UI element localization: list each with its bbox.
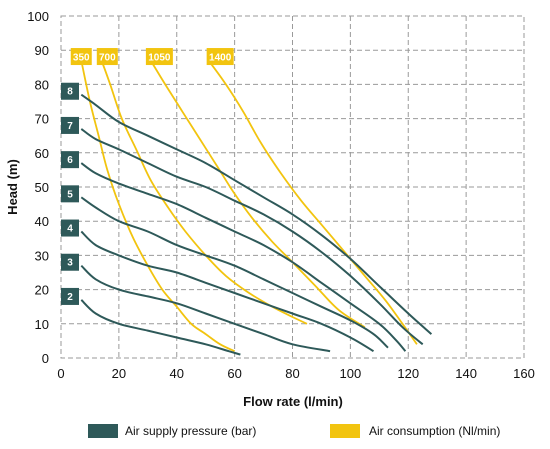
pressure-badges: 2 3 4 5 6 7 8 (61, 82, 79, 305)
pressure-badge-8 (61, 82, 79, 100)
x-tick-label: 140 (455, 366, 477, 381)
y-tick-label: 80 (35, 77, 49, 92)
x-tick-label: 100 (340, 366, 362, 381)
pressure-badge-label: 3 (67, 258, 73, 269)
consumption-badge-label: 1050 (148, 53, 171, 64)
x-tick-label: 160 (513, 366, 535, 381)
legend-consumption-swatch (330, 424, 360, 438)
pressure-curve-5 (80, 196, 389, 349)
pressure-curve-4 (80, 230, 375, 353)
pressure-badge-label: 7 (67, 121, 73, 132)
x-axis-title: Flow rate (l/min) (243, 394, 343, 409)
x-tick-label: 40 (170, 366, 184, 381)
pressure-curve-7 (80, 128, 424, 346)
pressure-badge-6 (61, 151, 79, 169)
y-tick-label: 10 (35, 317, 49, 332)
consumption-badge-label: 1400 (209, 53, 232, 64)
air-consumption-curves (80, 59, 418, 353)
grid (61, 16, 524, 358)
x-tick-label: 80 (285, 366, 299, 381)
pressure-curve-3 (80, 264, 331, 353)
consumption-badge-1400 (206, 48, 234, 66)
legend-pressure-swatch (88, 424, 118, 438)
pressure-badge-label: 6 (67, 155, 73, 166)
consumption-badge-1050 (145, 48, 173, 66)
y-tick-label: 60 (35, 146, 49, 161)
y-tick-label: 40 (35, 214, 49, 229)
pressure-badge-7 (61, 116, 79, 134)
consumption-badge-350 (70, 48, 92, 66)
x-tick-label: 0 (57, 366, 64, 381)
plot-frame (60, 15, 525, 359)
pressure-badge-label: 4 (67, 224, 73, 235)
legend-pressure-label: Air supply pressure (bar) (125, 424, 256, 438)
y-axis-ticks: 0 10 20 30 40 50 60 70 80 90 100 (27, 9, 49, 366)
plot-border (60, 15, 525, 359)
x-axis-ticks: 0 20 40 60 80 100 120 140 160 (57, 366, 534, 381)
pressure-curve-8 (80, 93, 433, 335)
consumption-curve-350 (80, 60, 236, 353)
consumption-badge-label: 700 (99, 53, 116, 64)
pressure-badge-4 (61, 219, 79, 237)
x-tick-label: 120 (397, 366, 419, 381)
consumption-curve-1050 (149, 60, 366, 328)
pressure-badge-label: 5 (67, 189, 73, 200)
x-tick-label: 60 (227, 366, 241, 381)
y-tick-label: 100 (27, 9, 49, 24)
pressure-badge-5 (61, 185, 79, 203)
legend: Air supply pressure (bar) Air consumptio… (88, 424, 500, 438)
consumption-curve-1400 (207, 59, 418, 345)
pressure-badge-3 (61, 253, 79, 271)
pressure-badge-2 (61, 287, 79, 305)
pressure-curve-6 (80, 162, 407, 352)
y-tick-label: 50 (35, 180, 49, 195)
pressure-curve-2 (80, 299, 241, 356)
consumption-badges: 350 700 1050 1400 (70, 48, 234, 66)
y-tick-label: 90 (35, 43, 49, 58)
air-pressure-curves (80, 93, 433, 356)
y-tick-label: 70 (35, 112, 49, 127)
consumption-badge-label: 350 (73, 53, 90, 64)
legend-consumption-label: Air consumption (Nl/min) (369, 424, 500, 438)
y-tick-label: 0 (42, 351, 49, 366)
consumption-badge-700 (96, 48, 118, 66)
y-tick-label: 20 (35, 283, 49, 298)
y-axis-title: Head (m) (5, 159, 20, 215)
x-tick-label: 20 (112, 366, 126, 381)
y-tick-label: 30 (35, 248, 49, 263)
pressure-badge-label: 8 (67, 87, 73, 98)
pressure-badge-label: 2 (67, 292, 73, 303)
